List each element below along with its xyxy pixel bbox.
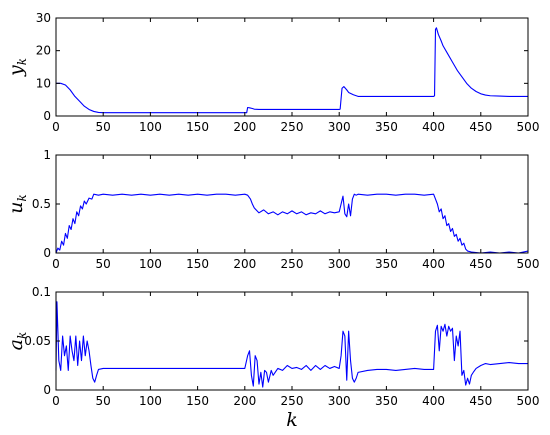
x-tick-label: 200 <box>233 394 256 408</box>
y-tick-label: 0 <box>43 383 51 397</box>
y-tick-label: 1 <box>43 148 51 162</box>
x-tick-label: 300 <box>328 394 351 408</box>
series-line-2-1 <box>55 193 529 254</box>
x-tick-label: 500 <box>517 394 540 408</box>
y-axis-label-main: y <box>5 65 27 77</box>
x-tick-label: 100 <box>139 257 162 271</box>
x-tick-label: 250 <box>281 394 304 408</box>
x-tick-label: 400 <box>422 120 445 134</box>
x-tick-label: 50 <box>96 394 111 408</box>
y-tick-label: 20 <box>36 44 51 58</box>
chart-panel-1: 0 50 100 150 200 250 300 350 400 450 500 0 10 20 30 yk <box>5 11 539 134</box>
x-tick-label: 50 <box>96 120 111 134</box>
series-line-3-1 <box>55 301 528 388</box>
x-tick-label: 450 <box>469 257 492 271</box>
x-tick-label: 0 <box>52 257 60 271</box>
y-axis-label-subscript: k <box>15 332 29 339</box>
x-tick-label: 250 <box>281 120 304 134</box>
y-tick-label: 0.1 <box>32 285 51 299</box>
x-tick-label: 50 <box>96 257 111 271</box>
x-tick-label: 250 <box>281 257 304 271</box>
x-axis-label: k <box>286 409 298 431</box>
x-tick-label: 300 <box>328 120 351 134</box>
chart-panel-3: 0 50 100 150 200 250 300 350 400 450 50000.050.1ak… <box>5 285 539 431</box>
y-axis-label: yk <box>5 58 29 77</box>
y-axis-label-subscript: k <box>15 58 29 65</box>
y-axis-label: ak <box>5 332 29 351</box>
x-tick-label: 200 <box>233 120 256 134</box>
x-tick-label: 0 <box>52 120 60 134</box>
y-tick-label: 10 <box>36 76 51 90</box>
x-tick-label: 350 <box>375 120 398 134</box>
y-tick-label: 0 <box>43 246 51 260</box>
x-tick-label: 0 <box>52 394 60 408</box>
x-tick-label: 150 <box>186 394 209 408</box>
x-tick-label: 350 <box>375 257 398 271</box>
x-tick-label: 400 <box>422 394 445 408</box>
series-line-1-1 <box>56 27 528 114</box>
x-tick-label: 100 <box>139 120 162 134</box>
x-tick-label: 500 <box>517 257 540 271</box>
x-tick-label: 450 <box>469 394 492 408</box>
y-tick-label: 30 <box>36 11 51 25</box>
x-tick-label: 350 <box>375 394 398 408</box>
x-tick-label: 500 <box>517 120 540 134</box>
x-tick-label: 450 <box>469 120 492 134</box>
chart-panel-2: 0 50 100 150 200 250 300 350 400 450 500 0 0.5 1 uk <box>5 148 539 271</box>
x-tick-label: 200 <box>233 257 256 271</box>
x-tick-label: 400 <box>422 257 445 271</box>
x-tick-label: 150 <box>186 257 209 271</box>
x-tick-label: 300 <box>328 257 351 271</box>
y-tick-label: 0 <box>43 109 51 123</box>
y-axis-label-subscript: k <box>15 194 29 201</box>
y-axis-label-main: a <box>5 339 27 350</box>
x-tick-label: 150 <box>186 120 209 134</box>
axes-frame <box>55 17 529 117</box>
x-tick-label: 100 <box>139 394 162 408</box>
y-tick-label: 0.05 <box>24 334 51 348</box>
y-tick-label: 0.5 <box>32 197 51 211</box>
y-axis-label: uk <box>5 194 29 214</box>
y-axis-label-main: u <box>5 202 27 214</box>
